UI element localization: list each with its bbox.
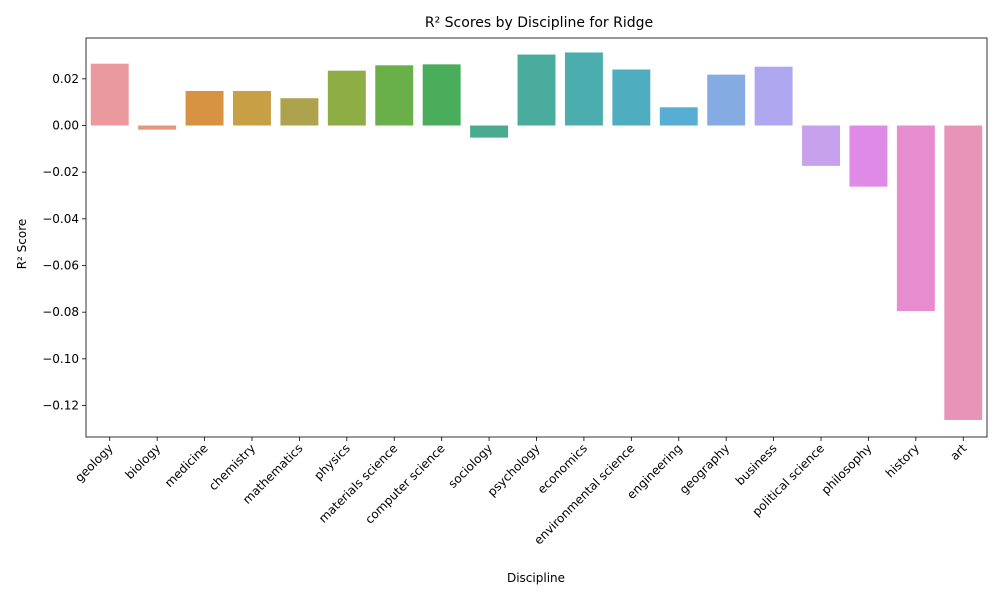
- bar-engineering: [659, 107, 698, 126]
- bar-philosophy: [849, 125, 888, 187]
- chart-title: R² Scores by Discipline for Ridge: [425, 15, 653, 31]
- bar-political-science: [802, 125, 840, 166]
- bar-psychology: [517, 54, 556, 126]
- bar-geology: [90, 63, 129, 126]
- y-tick-label: −0.12: [42, 399, 79, 413]
- bar-computer-science: [422, 64, 461, 126]
- bar-environmental-science: [612, 69, 651, 126]
- bar-biology: [138, 125, 177, 130]
- x-tick-label-medicine: medicine: [162, 441, 211, 490]
- x-tick-label-sociology: sociology: [446, 441, 496, 491]
- y-tick-label: −0.04: [42, 212, 79, 226]
- x-tick-label-art: art: [947, 441, 969, 463]
- bar-history: [896, 125, 935, 311]
- x-tick-label-physics: physics: [311, 441, 353, 483]
- x-tick-label-history: history: [883, 441, 922, 480]
- y-tick-label: 0.00: [52, 119, 79, 133]
- y-axis-label: R² Score: [15, 219, 29, 270]
- x-tick-label-geography: geography: [677, 441, 733, 497]
- x-tick-label-computer-science: computer science: [362, 441, 447, 526]
- x-tick-label-geology: geology: [72, 441, 116, 485]
- x-tick-label-business: business: [733, 441, 780, 488]
- bar-materials-science: [375, 65, 414, 126]
- bar-medicine: [185, 90, 224, 126]
- bar-chemistry: [233, 90, 271, 126]
- y-tick-label: 0.02: [52, 72, 79, 86]
- bar-mathematics: [280, 98, 319, 126]
- bar-geography: [707, 74, 746, 126]
- x-tick-label-biology: biology: [122, 441, 163, 482]
- bar-physics: [327, 70, 366, 126]
- bar-art: [944, 125, 983, 420]
- x-axis-label: Discipline: [507, 571, 565, 585]
- y-tick-label: −0.08: [42, 305, 79, 319]
- bar-sociology: [470, 125, 509, 138]
- bar-economics: [564, 52, 603, 126]
- x-tick-label-environmental-science: environmental science: [531, 441, 637, 547]
- y-tick-label: −0.06: [42, 259, 79, 273]
- x-tick-label-philosophy: philosophy: [819, 441, 875, 497]
- plot-area: 0.02 0.00 −0.02 −0.04 −0.06 −0.08 −0.10 −0.12 ge…: [42, 37, 988, 547]
- y-tick-label: −0.02: [42, 165, 79, 179]
- y-tick-label: −0.10: [42, 352, 79, 366]
- x-tick-label-materials-science: materials science: [316, 441, 400, 525]
- bar-business: [754, 66, 793, 126]
